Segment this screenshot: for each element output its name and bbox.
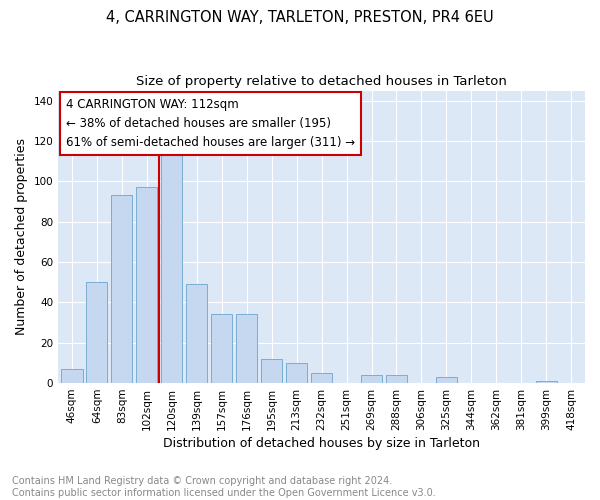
Title: Size of property relative to detached houses in Tarleton: Size of property relative to detached ho…	[136, 75, 507, 88]
Bar	[311, 373, 332, 383]
Bar	[361, 375, 382, 383]
Bar	[536, 381, 557, 383]
Text: Contains HM Land Registry data © Crown copyright and database right 2024.
Contai: Contains HM Land Registry data © Crown c…	[12, 476, 436, 498]
Text: 4 CARRINGTON WAY: 112sqm
← 38% of detached houses are smaller (195)
61% of semi-: 4 CARRINGTON WAY: 112sqm ← 38% of detach…	[66, 98, 355, 149]
Bar	[61, 369, 83, 383]
Bar	[211, 314, 232, 383]
Y-axis label: Number of detached properties: Number of detached properties	[15, 138, 28, 336]
Bar	[136, 188, 157, 383]
Bar	[186, 284, 208, 383]
Bar	[286, 363, 307, 383]
Bar	[436, 377, 457, 383]
Bar	[386, 375, 407, 383]
Bar	[261, 359, 282, 383]
X-axis label: Distribution of detached houses by size in Tarleton: Distribution of detached houses by size …	[163, 437, 480, 450]
Bar	[86, 282, 107, 383]
Bar	[111, 196, 133, 383]
Bar	[236, 314, 257, 383]
Bar	[161, 155, 182, 383]
Text: 4, CARRINGTON WAY, TARLETON, PRESTON, PR4 6EU: 4, CARRINGTON WAY, TARLETON, PRESTON, PR…	[106, 10, 494, 25]
